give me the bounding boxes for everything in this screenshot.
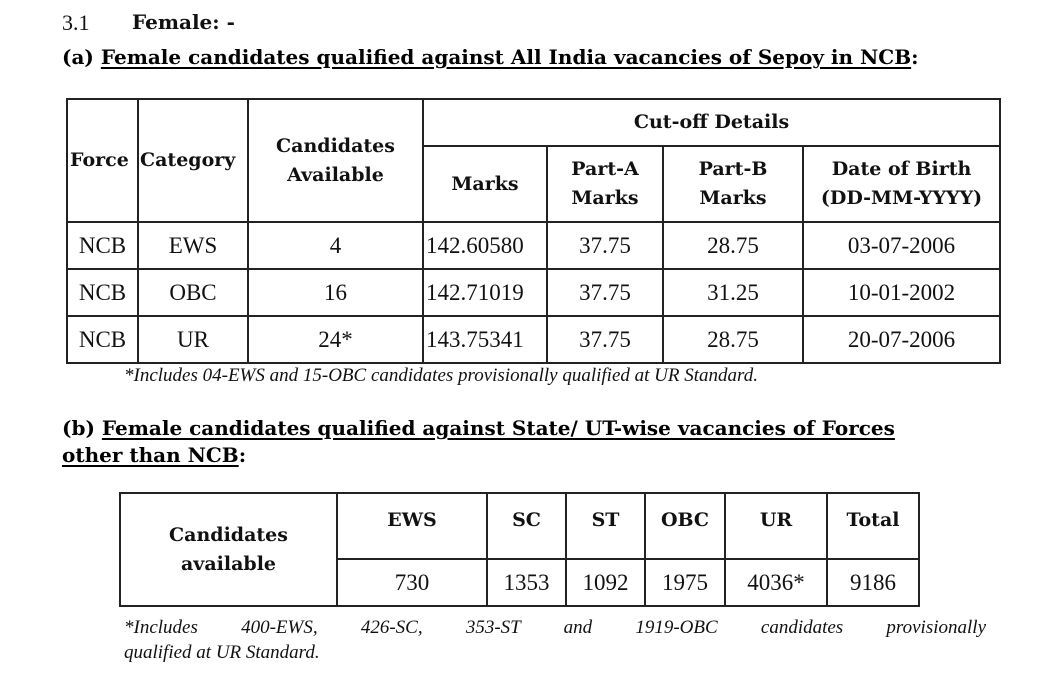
header-dob-line2: (DD-MM-YYYY): [820, 187, 983, 209]
cell-part-b: 31.25: [662, 268, 804, 317]
part-b-heading-line1: Female candidates qualified against Stat…: [101, 416, 895, 440]
row-label-line1: Candidates: [169, 523, 288, 546]
cell-dob: 10-01-2002: [801, 268, 1002, 317]
header-marks: Marks: [422, 145, 548, 223]
part-a-heading-text: Female candidates qualified against All …: [100, 45, 912, 69]
value-total: 9186: [826, 558, 920, 607]
table-row: NCB EWS 4 142.60580 37.75 28.75 03-07-20…: [66, 221, 1002, 270]
header-total: Total: [826, 492, 920, 559]
cell-marks: 142.60580: [422, 221, 548, 270]
part-b-heading: (b) Female candidates qualified against …: [62, 416, 895, 467]
header-part-a-marks: Part-A Marks: [546, 145, 664, 223]
cell-force: NCB: [66, 268, 139, 317]
header-ews: EWS: [336, 492, 488, 559]
header-ur: UR: [724, 492, 828, 559]
cell-category: UR: [137, 315, 249, 364]
cell-part-a: 37.75: [546, 221, 664, 270]
header-part-a-line2: Marks: [571, 187, 639, 209]
cell-marks: 142.71019: [422, 268, 548, 317]
section-title: Female: -: [132, 10, 235, 34]
cell-force: NCB: [66, 315, 139, 364]
row-label-line2: available: [181, 552, 276, 575]
cell-part-a: 37.75: [546, 268, 664, 317]
part-a-footnote: *Includes 04-EWS and 15-OBC candidates p…: [124, 365, 758, 386]
value-obc: 1975: [644, 558, 726, 607]
part-b-label: (b): [62, 416, 95, 440]
header-part-a-line1: Part-A: [571, 158, 639, 180]
value-ews: 730: [336, 558, 488, 607]
part-b-footnote: *Includes 400-EWS, 426-SC, 353-ST and 19…: [124, 615, 986, 665]
cell-part-b: 28.75: [662, 221, 804, 270]
table-row: NCB OBC 16 142.71019 37.75 31.25 10-01-2…: [66, 268, 1002, 317]
table-row: 730 1353 1092 1975 4036* 9186: [120, 558, 920, 607]
cell-candidates: 24*: [247, 315, 424, 364]
header-category: Category: [137, 98, 249, 223]
part-a-heading: (a) Female candidates qualified against …: [62, 45, 919, 69]
header-part-b-line1: Part-B: [698, 158, 768, 180]
cell-dob: 03-07-2006: [801, 221, 1002, 270]
section-number: 3.1: [62, 10, 90, 35]
part-b-table: Candidates available EWS SC ST OBC UR To…: [119, 492, 920, 607]
header-candidates-line2: Available: [287, 163, 384, 186]
header-cutoff-details: Cut-off Details: [421, 98, 1002, 147]
header-sc: SC: [486, 492, 567, 559]
part-b-footnote-line2: qualified at UR Standard.: [124, 642, 320, 663]
cell-candidates: 4: [247, 221, 424, 270]
value-st: 1092: [565, 558, 646, 607]
cell-force: NCB: [66, 221, 139, 270]
header-candidates-line1: Candidates: [276, 134, 395, 157]
header-part-b-marks: Part-B Marks: [662, 145, 804, 223]
header-date-of-birth: Date of Birth (DD-MM-YYYY): [801, 145, 1002, 223]
cell-category: EWS: [137, 221, 249, 270]
cell-dob: 20-07-2006: [801, 315, 1002, 364]
part-b-footnote-line1: *Includes 400-EWS, 426-SC, 353-ST and 19…: [124, 617, 986, 638]
cell-marks: 143.75341: [422, 315, 548, 364]
header-candidates-available: Candidates Available: [247, 98, 424, 223]
table-row: NCB UR 24* 143.75341 37.75 28.75 20-07-2…: [66, 315, 1002, 364]
value-sc: 1353: [486, 558, 567, 607]
cell-part-a: 37.75: [546, 315, 664, 364]
header-part-b-line2: Marks: [699, 187, 767, 209]
row-label-candidates-available: Candidates available: [119, 492, 338, 607]
cell-part-b: 28.75: [662, 315, 804, 364]
cell-category: OBC: [137, 268, 249, 317]
value-ur: 4036*: [724, 558, 828, 607]
part-a-table: Force Category Candidates Available Cut-…: [66, 98, 1002, 364]
part-b-heading-line2: other than NCB: [62, 443, 239, 467]
part-a-label: (a): [62, 45, 94, 69]
header-obc: OBC: [644, 492, 726, 559]
header-force: Force: [66, 98, 139, 223]
header-st: ST: [565, 492, 646, 559]
cell-candidates: 16: [247, 268, 424, 317]
header-dob-line1: Date of Birth: [831, 158, 972, 180]
